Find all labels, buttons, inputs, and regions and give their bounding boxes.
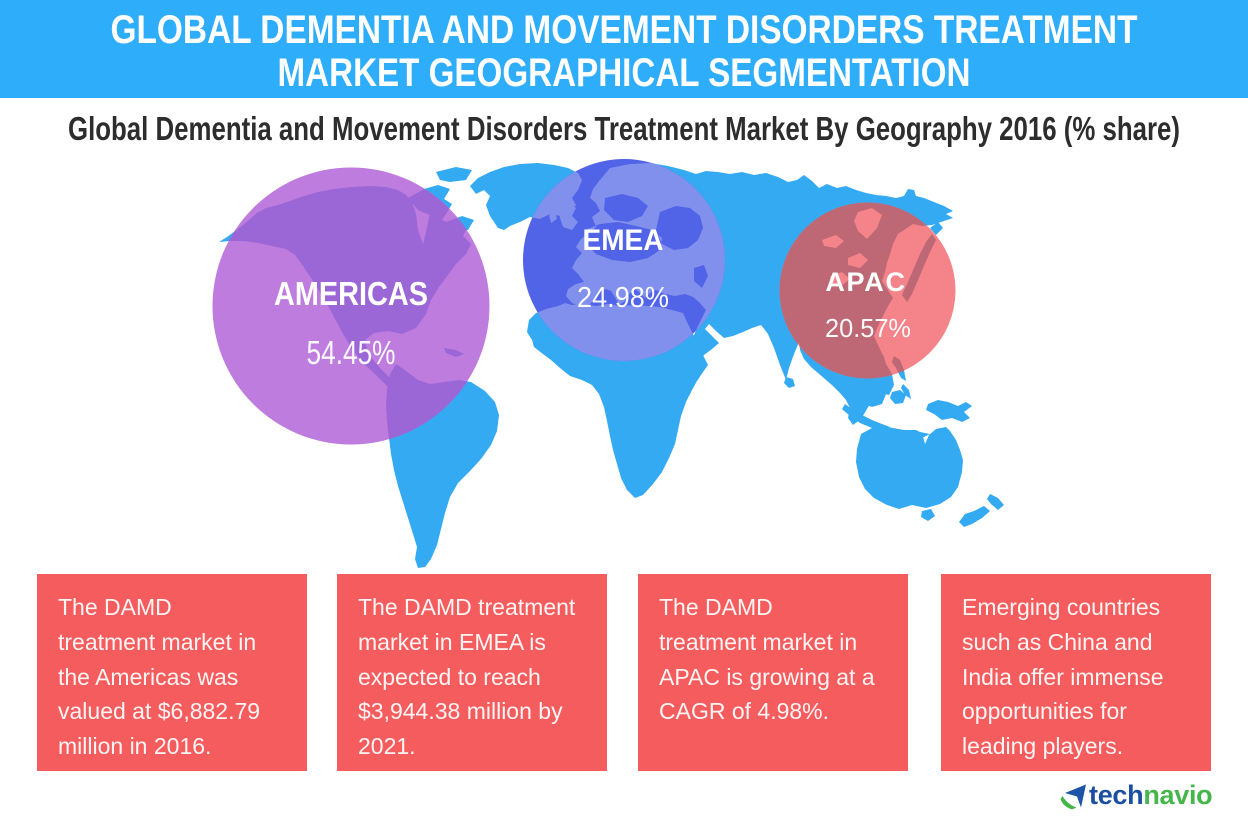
svg-text:54.45%: 54.45%: [307, 335, 396, 372]
svg-text:APAC: APAC: [825, 267, 906, 297]
svg-text:20.57%: 20.57%: [825, 315, 911, 343]
svg-text:EMEA: EMEA: [583, 224, 664, 257]
svg-text:24.98%: 24.98%: [577, 281, 669, 313]
svg-text:AMERICAS: AMERICAS: [274, 275, 428, 312]
